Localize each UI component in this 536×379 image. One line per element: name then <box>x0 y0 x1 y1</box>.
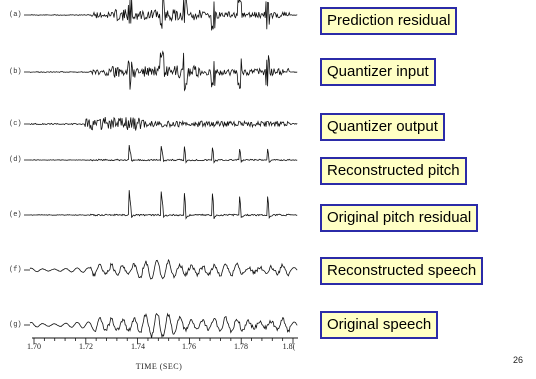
trace-label-a: (a) <box>9 11 22 19</box>
time-axis <box>32 337 298 344</box>
tick-label-1-80: 1.8( <box>282 342 296 351</box>
label-prediction-residual: Prediction residual <box>320 7 458 35</box>
tick-label-1-70: 1.70 <box>27 342 41 351</box>
label-original-speech: Original speech <box>320 311 439 339</box>
waveform-b <box>30 50 298 92</box>
tick-label-1-72: 1.72 <box>79 342 93 351</box>
tick-label-1-74: 1.74 <box>131 342 145 351</box>
trace-label-e: (e) <box>9 211 22 219</box>
axis-title: TIME (SEC) <box>135 362 183 371</box>
tick-label-1-76: 1.76 <box>182 342 196 351</box>
waveform-figure <box>24 0 298 339</box>
label-original-pitch-residual: Original pitch residual <box>320 204 479 232</box>
label-reconstructed-pitch: Reconstructed pitch <box>320 157 467 185</box>
waveform-e <box>29 190 298 220</box>
waveform-g <box>29 312 298 339</box>
waveform-d <box>29 144 298 164</box>
trace-label-d: (d) <box>9 156 22 164</box>
waveform-c <box>29 116 298 131</box>
page-number: 26 <box>513 355 524 365</box>
trace-label-c: (c) <box>9 120 22 128</box>
trace-label-f: (f) <box>9 266 22 274</box>
waveform-a <box>29 0 298 31</box>
trace-label-g: (g) <box>9 321 22 329</box>
tick-label-1-78: 1.78 <box>234 342 248 351</box>
label-quantizer-output: Quantizer output <box>320 113 445 141</box>
trace-label-b: (b) <box>9 68 22 76</box>
label-quantizer-input: Quantizer input <box>320 58 436 86</box>
label-reconstructed-speech: Reconstructed speech <box>320 257 484 285</box>
waveform-f <box>29 258 298 280</box>
